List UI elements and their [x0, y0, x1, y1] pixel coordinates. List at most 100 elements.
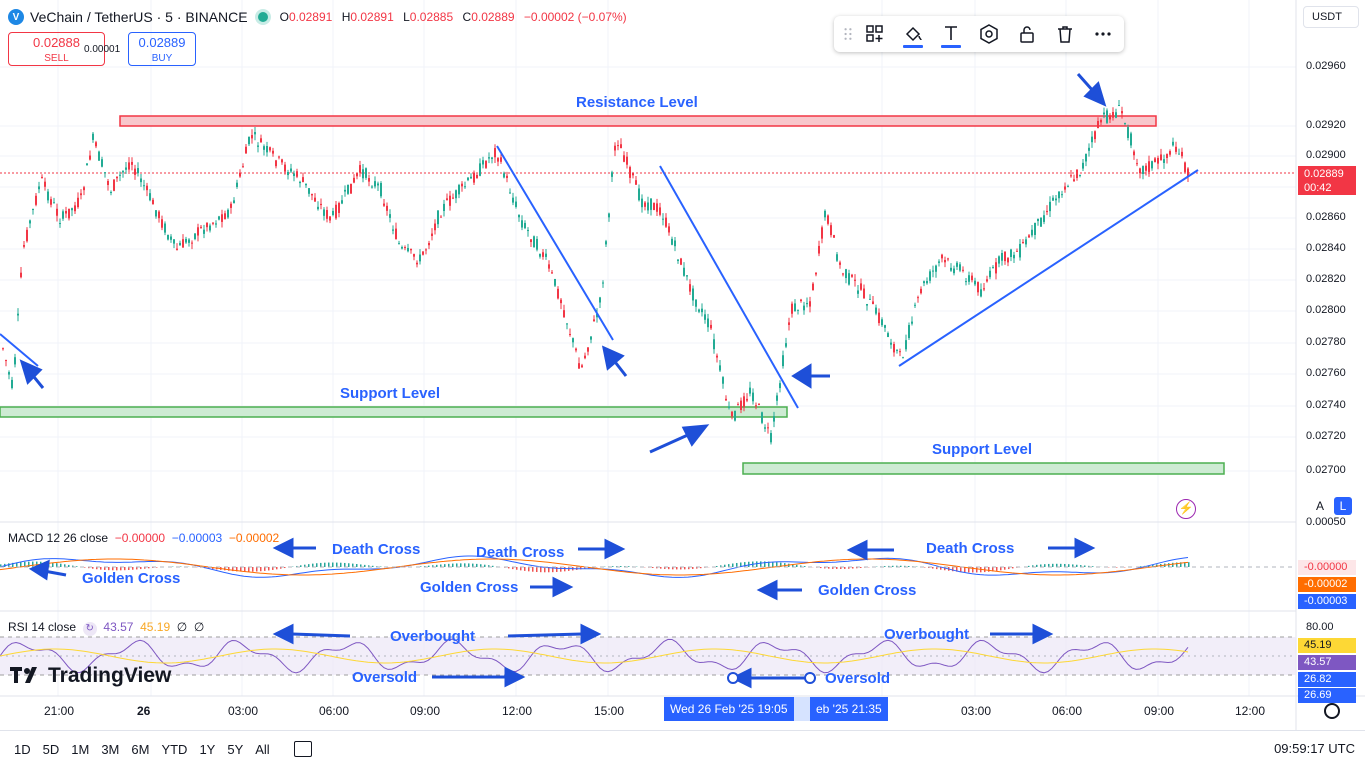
- candle-body: [749, 387, 751, 394]
- candle-body: [341, 200, 343, 204]
- timeframe-button[interactable]: 5Y: [227, 741, 244, 757]
- macd-histogram-bar: [796, 564, 798, 567]
- candle-body: [245, 146, 247, 154]
- timeframe-button[interactable]: 5D: [42, 741, 60, 757]
- add-template-icon[interactable]: [856, 18, 894, 50]
- candle-body: [251, 135, 253, 139]
- buy-button[interactable]: 0.02889 BUY: [128, 32, 196, 66]
- timeframe-button[interactable]: 6M: [131, 741, 150, 757]
- candle-body: [929, 271, 931, 281]
- macd-histogram-bar: [928, 567, 930, 569]
- candle-body: [1097, 120, 1099, 129]
- support-zone-1: [0, 406, 788, 418]
- timeframe-button[interactable]: 1D: [14, 741, 31, 757]
- macd-histogram-bar: [276, 567, 278, 570]
- macd-histogram-bar: [104, 567, 106, 570]
- price-tick-label: 0.02700: [1306, 464, 1346, 476]
- more-icon[interactable]: [1084, 18, 1122, 50]
- candle-body: [851, 274, 853, 277]
- candle-body: [374, 181, 376, 187]
- rsi-arrow-2: [507, 623, 602, 645]
- candle-body: [974, 280, 976, 285]
- candle-body: [1139, 168, 1141, 174]
- candle-body: [926, 281, 928, 284]
- date-range-icon[interactable]: [293, 741, 312, 757]
- market-open-icon: [257, 12, 268, 22]
- price-tick-label: 0.02860: [1306, 211, 1346, 223]
- candle-body: [389, 214, 391, 218]
- macd-histogram-bar: [620, 566, 622, 567]
- timeframe-button[interactable]: YTD: [161, 741, 188, 757]
- candle-body: [878, 312, 880, 324]
- tradingview-logo[interactable]: TradingView: [10, 664, 171, 688]
- candle-body: [461, 183, 463, 187]
- rsi-legend[interactable]: RSI 14 close ↻ 43.57 45.19 ∅ ∅: [8, 620, 204, 636]
- sell-button[interactable]: 0.02888 SELL: [8, 32, 105, 66]
- macd-histogram-bar: [680, 567, 682, 570]
- candle-body: [539, 253, 541, 257]
- rsi-ma-value: 45.19: [140, 620, 171, 634]
- candle-body: [782, 355, 784, 367]
- auto-scale-button[interactable]: A: [1315, 499, 1324, 513]
- macd-histogram-bar: [944, 567, 946, 571]
- replay-icon[interactable]: ⚡: [1176, 499, 1196, 519]
- candle-body: [473, 172, 475, 183]
- macd-histogram-bar: [84, 567, 86, 568]
- unlock-icon[interactable]: [1008, 18, 1046, 50]
- candle-body: [536, 238, 538, 250]
- candle-body: [281, 159, 283, 163]
- candle-body: [1019, 243, 1021, 258]
- candle-body: [293, 173, 295, 177]
- macd-histogram-bar: [1076, 564, 1078, 567]
- macd-histogram-bar: [756, 561, 758, 567]
- currency-selector[interactable]: USDT: [1303, 6, 1359, 28]
- text-color-icon[interactable]: [932, 18, 970, 50]
- chart-settings-icon[interactable]: [1324, 703, 1340, 719]
- drag-handle-icon[interactable]: [840, 18, 856, 50]
- price-chart[interactable]: [0, 0, 1365, 730]
- fill-color-icon[interactable]: [894, 18, 932, 50]
- macd-legend[interactable]: MACD 12 26 close −0.00000 −0.00003 −0.00…: [8, 531, 279, 545]
- candle-body: [422, 251, 424, 255]
- candle-body: [449, 195, 451, 206]
- macd-histogram-bar: [856, 567, 858, 569]
- macd-histogram-bar: [1044, 564, 1046, 567]
- candle-body: [656, 203, 658, 212]
- symbol-title[interactable]: VeChain / TetherUS · 5 · BINANCE: [30, 9, 248, 25]
- price-tick-label: 0.02760: [1306, 367, 1346, 379]
- price-tick-label: 0.02920: [1306, 119, 1346, 131]
- settings-hexagon-icon[interactable]: [970, 18, 1008, 50]
- macd-histogram-bar: [476, 563, 478, 567]
- candle-body: [140, 178, 142, 183]
- candle-body: [743, 396, 745, 407]
- support-label-2: Support Level: [932, 441, 1033, 458]
- log-scale-button[interactable]: L: [1334, 497, 1352, 515]
- candle-body: [212, 222, 214, 224]
- candle-body: [617, 145, 619, 147]
- macd-axis-tag: -0.00003: [1298, 594, 1356, 609]
- timeframe-button[interactable]: 1M: [71, 741, 90, 757]
- timeframe-button[interactable]: All: [255, 741, 270, 757]
- candle-body: [38, 186, 40, 190]
- candle-body: [716, 355, 718, 358]
- candle-body: [257, 145, 259, 147]
- candle-body: [353, 177, 355, 183]
- candle-body: [314, 197, 316, 202]
- utc-clock[interactable]: 09:59:17 UTC: [1274, 741, 1355, 756]
- timeframe-button[interactable]: 3M: [101, 741, 120, 757]
- candle-body: [113, 179, 115, 191]
- rsi-axis-tag: 80.00: [1306, 621, 1334, 633]
- timeframe-button[interactable]: 1Y: [199, 741, 216, 757]
- trash-icon[interactable]: [1046, 18, 1084, 50]
- candle-body: [134, 168, 136, 175]
- macd-histogram-bar: [308, 564, 310, 567]
- macd-histogram-bar: [468, 563, 470, 567]
- candle-body: [476, 175, 478, 179]
- candle-body: [827, 215, 829, 224]
- candle-body: [1082, 162, 1084, 169]
- candle-body: [158, 211, 160, 219]
- candle-body: [14, 357, 16, 365]
- trendline-4: [898, 169, 1199, 367]
- macd-histogram-bar: [488, 565, 490, 567]
- candle-body: [131, 161, 133, 165]
